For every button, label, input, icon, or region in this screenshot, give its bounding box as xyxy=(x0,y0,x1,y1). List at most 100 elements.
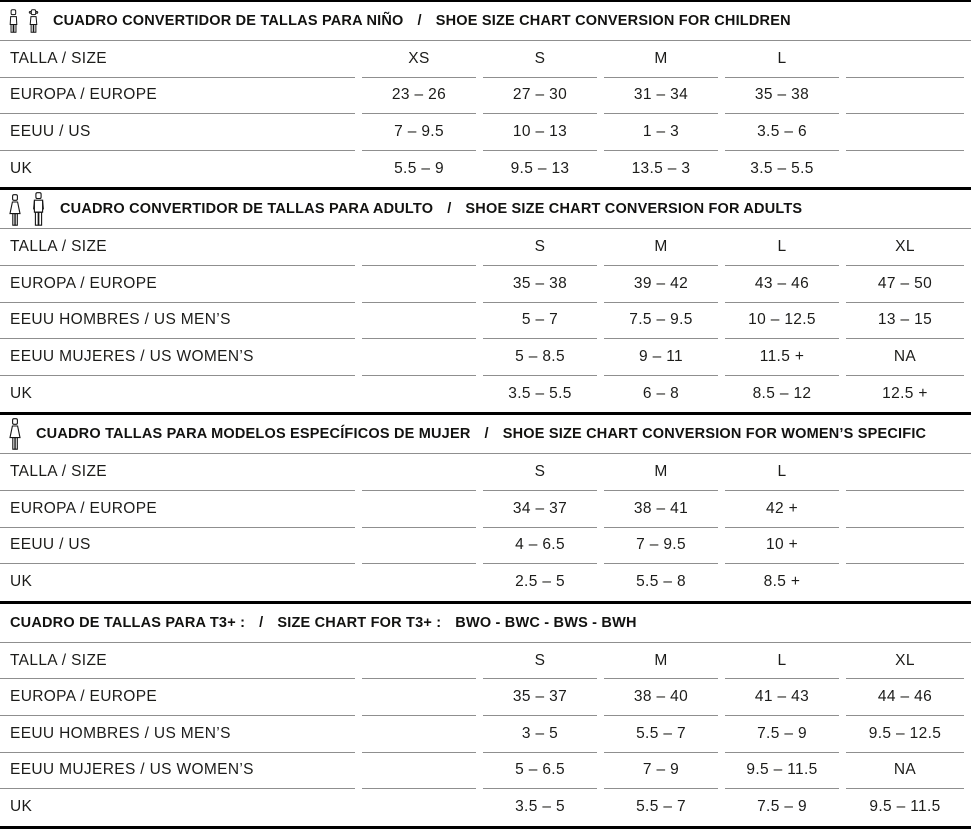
value-cell: 7.5 – 9.5 xyxy=(604,303,718,340)
title-separator: / xyxy=(259,614,264,631)
value-cell: 3.5 – 6 xyxy=(725,114,839,151)
row-label: EUROPA / EUROPE xyxy=(0,679,355,716)
value-cell: 5 – 8.5 xyxy=(483,339,597,376)
value-cell: 7.5 – 9 xyxy=(757,798,807,816)
section-title-es: CUADRO DE TALLAS PARA T3+ : xyxy=(10,614,246,631)
value-cell: 5 – 6.5 xyxy=(483,753,597,790)
value-cell: 35 – 38 xyxy=(725,78,839,115)
value-cell: 10 – 12.5 xyxy=(725,303,839,340)
value-cell: 13 – 15 xyxy=(846,303,964,340)
value-cell xyxy=(362,528,476,565)
table-row: UK 3.5 – 5.5 6 – 8 8.5 – 12 12.5 + xyxy=(0,376,971,413)
row-label: EEUU MUJERES / US WOMEN’S xyxy=(0,753,355,790)
section-title: CUADRO CONVERTIDOR DE TALLAS PARA NIÑO / S… xyxy=(53,13,791,29)
row-label: EEUU HOMBRES / US MEN’S xyxy=(0,716,355,753)
value-cell: 9 – 11 xyxy=(604,339,718,376)
table-row: TALLA / SIZE XS S M L xyxy=(0,41,971,78)
row-label: EEUU / US xyxy=(0,528,355,565)
table-row: EEUU HOMBRES / US MEN’S 5 – 7 7.5 – 9.5 10 … xyxy=(0,303,971,340)
value-cell: 47 – 50 xyxy=(846,266,964,303)
table-row: EEUU / US 4 – 6.5 7 – 9.5 10 + xyxy=(0,528,971,565)
value-cell: M xyxy=(604,454,718,491)
table-row: TALLA / SIZE S M L xyxy=(0,454,971,491)
section-womens-specific: CUADRO TALLAS PARA MODELOS ESPECÍFICOS D… xyxy=(0,415,971,604)
row-label: EUROPA / EUROPE xyxy=(0,266,355,303)
value-cell: 5.5 – 7 xyxy=(604,716,718,753)
value-cell: NA xyxy=(846,753,964,790)
value-cell: 23 – 26 xyxy=(362,78,476,115)
value-cell: 39 – 42 xyxy=(604,266,718,303)
value-cell: 8.5 + xyxy=(763,573,801,591)
value-cell: S xyxy=(483,41,597,78)
woman-icon xyxy=(8,194,22,227)
title-separator: / xyxy=(484,426,489,443)
value-cell: 12.5 + xyxy=(882,385,928,403)
row-label: TALLA / SIZE xyxy=(0,643,355,680)
value-cell xyxy=(846,114,964,151)
table-row: UK 2.5 – 5 5.5 – 8 8.5 + xyxy=(0,564,971,601)
value-cell xyxy=(362,789,476,826)
value-cell: 38 – 40 xyxy=(604,679,718,716)
value-cell xyxy=(362,491,476,528)
table-row: EEUU / US 7 – 9.5 10 – 13 1 – 3 3.5 – 6 xyxy=(0,114,971,151)
value-cell: S xyxy=(483,454,597,491)
row-label: EUROPA / EUROPE xyxy=(0,78,355,115)
section-icons xyxy=(8,8,39,34)
value-cell xyxy=(846,41,964,78)
row-label: UK xyxy=(10,573,33,591)
table-row: EEUU MUJERES / US WOMEN’S 5 – 8.5 9 – 11 11… xyxy=(0,339,971,376)
value-cell: 42 + xyxy=(725,491,839,528)
value-cell: NA xyxy=(846,339,964,376)
section-header: CUADRO CONVERTIDOR DE TALLAS PARA NIÑO / S… xyxy=(0,2,971,41)
value-cell: 35 – 38 xyxy=(483,266,597,303)
value-cell: 41 – 43 xyxy=(725,679,839,716)
value-cell: S xyxy=(483,229,597,266)
boy-icon xyxy=(8,8,19,34)
value-cell: 44 – 46 xyxy=(846,679,964,716)
value-cell: 34 – 37 xyxy=(483,491,597,528)
value-cell: 3.5 – 5.5 xyxy=(508,385,572,403)
section-adults: CUADRO CONVERTIDOR DE TALLAS PARA ADULTO… xyxy=(0,190,971,416)
man-icon xyxy=(31,192,46,227)
value-cell: XL xyxy=(846,229,964,266)
table-row: EUROPA / EUROPE 35 – 38 39 – 42 43 – 46 47 –… xyxy=(0,266,971,303)
value-cell: 11.5 + xyxy=(725,339,839,376)
section-header: CUADRO TALLAS PARA MODELOS ESPECÍFICOS D… xyxy=(0,415,971,455)
section-title-en: SHOE SIZE CHART CONVERSION FOR ADULTS xyxy=(465,201,803,218)
section-title-es: CUADRO CONVERTIDOR DE TALLAS PARA ADULTO xyxy=(60,201,434,218)
table-row: UK 3.5 – 5 5.5 – 7 7.5 – 9 9.5 – 11.5 xyxy=(0,789,971,826)
table-row: EEUU MUJERES / US WOMEN’S 5 – 6.5 7 – 9 9.5… xyxy=(0,753,971,790)
section-title: CUADRO DE TALLAS PARA T3+ : / SIZE CHART F… xyxy=(10,615,637,631)
value-cell: 7 – 9 xyxy=(604,753,718,790)
title-separator: / xyxy=(447,201,452,218)
value-cell: S xyxy=(483,643,597,680)
value-cell: M xyxy=(604,41,718,78)
row-label: TALLA / SIZE xyxy=(0,41,355,78)
table-row: EUROPA / EUROPE 23 – 26 27 – 30 31 – 34 35 –… xyxy=(0,78,971,115)
value-cell xyxy=(846,564,964,601)
row-label: UK xyxy=(10,798,33,816)
value-cell xyxy=(846,454,964,491)
value-cell: 13.5 – 3 xyxy=(631,160,691,178)
value-cell: 10 – 13 xyxy=(483,114,597,151)
value-cell: M xyxy=(604,229,718,266)
value-cell: 9.5 – 11.5 xyxy=(725,753,839,790)
row-label: UK xyxy=(10,385,33,403)
value-cell xyxy=(362,564,476,601)
value-cell: 7.5 – 9 xyxy=(725,716,839,753)
section-children: CUADRO CONVERTIDOR DE TALLAS PARA NIÑO / S… xyxy=(0,2,971,191)
value-cell xyxy=(846,78,964,115)
value-cell: 7 – 9.5 xyxy=(362,114,476,151)
value-cell xyxy=(362,679,476,716)
section-title-en: SHOE SIZE CHART CONVERSION FOR CHILDREN xyxy=(435,13,791,29)
value-cell xyxy=(362,339,476,376)
value-cell: XS xyxy=(362,41,476,78)
section-header: CUADRO CONVERTIDOR DE TALLAS PARA ADULTO… xyxy=(0,190,971,230)
title-separator: / xyxy=(417,13,422,29)
value-cell xyxy=(362,454,476,491)
value-cell: 38 – 41 xyxy=(604,491,718,528)
woman-icon xyxy=(8,418,22,451)
value-cell: 9.5 – 12.5 xyxy=(846,716,964,753)
row-label: EUROPA / EUROPE xyxy=(0,491,355,528)
table-row: EUROPA / EUROPE 35 – 37 38 – 40 41 – 43 44 –… xyxy=(0,679,971,716)
